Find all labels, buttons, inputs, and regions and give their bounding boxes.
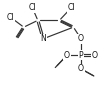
Text: O: O bbox=[64, 51, 70, 60]
Text: P: P bbox=[79, 51, 83, 60]
Text: Cl: Cl bbox=[7, 13, 15, 22]
Text: O: O bbox=[92, 51, 98, 60]
Text: N: N bbox=[40, 34, 46, 43]
Text: Cl: Cl bbox=[68, 3, 75, 12]
Text: O: O bbox=[78, 64, 84, 73]
Text: O: O bbox=[78, 34, 84, 43]
Text: Cl: Cl bbox=[29, 3, 36, 12]
